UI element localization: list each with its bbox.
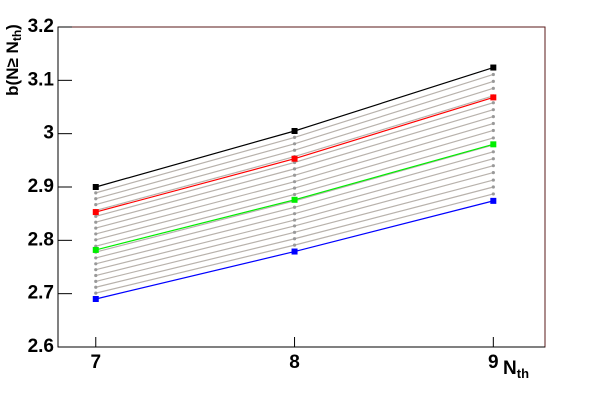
point-marker — [491, 115, 495, 119]
point-marker — [94, 220, 98, 224]
point-marker — [292, 205, 297, 209]
point-marker — [94, 273, 98, 278]
point-marker — [292, 230, 297, 234]
point-marker — [291, 248, 298, 255]
y-axis-label-end: ) — [3, 24, 22, 30]
x-tick-label: 8 — [289, 352, 300, 373]
x-axis-label-sub: th — [517, 366, 529, 381]
point-marker — [292, 167, 297, 171]
point-marker — [491, 171, 495, 175]
y-axis-label-main: b(N≥ N — [3, 41, 22, 96]
point-marker — [94, 279, 98, 283]
y-tick-label: 2.9 — [28, 176, 54, 197]
x-tick-label: 9 — [488, 352, 499, 373]
point-marker — [491, 108, 495, 112]
point-marker — [292, 237, 297, 241]
point-marker — [491, 121, 495, 126]
point-marker — [292, 135, 297, 139]
point-marker — [292, 148, 297, 152]
point-marker — [491, 136, 495, 140]
point-marker — [92, 209, 99, 216]
y-tick-label: 3.1 — [28, 69, 55, 90]
point-marker — [292, 192, 297, 197]
point-marker — [491, 86, 495, 90]
point-marker — [490, 94, 497, 101]
series-line — [95, 109, 494, 223]
y-axis-label-sub: th — [10, 30, 24, 41]
point-marker — [491, 178, 495, 182]
point-marker — [92, 184, 99, 190]
series-line — [95, 122, 494, 235]
series-line — [95, 129, 494, 241]
plot-frame — [57, 26, 546, 348]
point-marker — [491, 150, 495, 154]
point-marker — [491, 128, 495, 133]
point-marker — [92, 296, 99, 302]
x-axis-label-main: N — [503, 358, 517, 379]
y-tick-label: 2.7 — [28, 283, 54, 304]
point-marker — [491, 192, 495, 196]
point-marker — [292, 142, 297, 146]
point-marker — [94, 203, 98, 207]
point-marker — [94, 238, 98, 242]
point-marker — [291, 128, 298, 134]
point-marker — [94, 226, 98, 230]
point-marker — [94, 197, 98, 201]
y-axis-label: b(N≥ Nth) — [3, 24, 24, 96]
point-marker — [92, 246, 99, 253]
point-marker — [490, 64, 497, 71]
point-marker — [94, 291, 98, 295]
point-marker — [490, 197, 497, 204]
point-marker — [490, 141, 497, 148]
point-marker — [292, 180, 297, 184]
x-tick-label: 7 — [90, 352, 101, 373]
point-marker — [94, 232, 98, 236]
series-line — [95, 137, 494, 247]
y-tick-label: 2.8 — [28, 229, 54, 250]
point-marker — [292, 224, 297, 228]
point-marker — [94, 214, 98, 218]
point-marker — [292, 218, 297, 222]
point-marker — [292, 173, 297, 177]
y-tick-label: 3 — [43, 123, 54, 144]
point-marker — [291, 196, 298, 203]
point-marker — [94, 285, 98, 289]
point-marker — [291, 155, 298, 162]
point-marker — [491, 79, 495, 83]
point-marker — [292, 186, 297, 190]
point-marker — [491, 157, 495, 161]
y-tick-label: 2.6 — [28, 336, 54, 357]
point-marker — [94, 268, 98, 272]
point-marker — [292, 243, 297, 247]
point-marker — [94, 256, 98, 260]
point-marker — [292, 212, 297, 216]
y-tick-label: 3.2 — [28, 16, 54, 37]
point-marker — [491, 185, 495, 189]
point-marker — [491, 164, 495, 168]
x-axis-label: Nth — [503, 358, 529, 381]
point-marker — [491, 72, 495, 77]
point-marker — [94, 262, 98, 266]
point-marker — [491, 101, 495, 105]
point-marker — [94, 191, 98, 195]
